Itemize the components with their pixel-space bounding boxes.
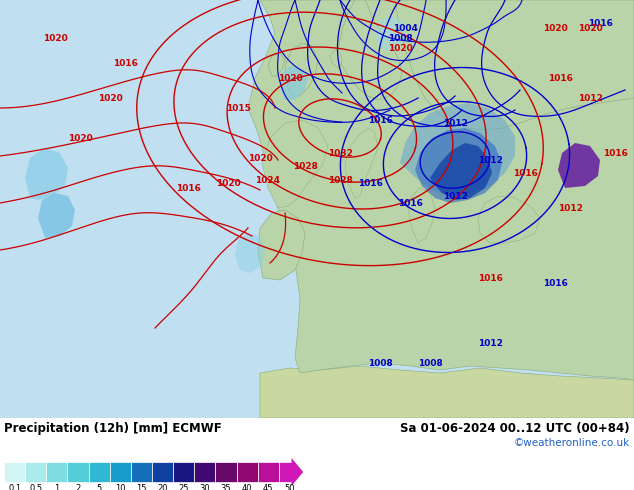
Bar xyxy=(110,462,131,482)
Text: 1012: 1012 xyxy=(477,339,502,347)
Text: 0.1: 0.1 xyxy=(8,484,21,490)
Text: 1012: 1012 xyxy=(578,94,602,102)
Bar xyxy=(46,462,67,482)
Text: 5: 5 xyxy=(96,484,102,490)
Text: 30: 30 xyxy=(200,484,210,490)
Text: 50: 50 xyxy=(284,484,295,490)
Text: 1012: 1012 xyxy=(477,155,502,165)
Text: 1016: 1016 xyxy=(176,183,200,193)
Text: ©weatheronline.co.uk: ©weatheronline.co.uk xyxy=(514,438,630,448)
FancyArrow shape xyxy=(292,458,303,486)
Polygon shape xyxy=(285,43,318,96)
Text: 1016: 1016 xyxy=(477,273,502,283)
Text: 40: 40 xyxy=(242,484,252,490)
Polygon shape xyxy=(400,103,515,196)
Text: 1020: 1020 xyxy=(578,24,602,32)
Text: 1016: 1016 xyxy=(602,148,628,157)
Bar xyxy=(4,462,25,482)
Polygon shape xyxy=(25,148,68,200)
Bar xyxy=(173,462,194,482)
Text: 1008: 1008 xyxy=(368,359,392,368)
Text: 1012: 1012 xyxy=(443,192,467,200)
Text: 1020: 1020 xyxy=(42,33,67,43)
Polygon shape xyxy=(330,50,342,68)
Text: 45: 45 xyxy=(263,484,273,490)
Text: 25: 25 xyxy=(178,484,189,490)
Polygon shape xyxy=(258,210,305,280)
Polygon shape xyxy=(478,196,540,243)
Bar xyxy=(279,462,292,482)
Text: 1015: 1015 xyxy=(226,103,250,113)
Polygon shape xyxy=(430,143,492,200)
Text: 1016: 1016 xyxy=(588,19,612,27)
Polygon shape xyxy=(262,120,328,208)
Text: 1016: 1016 xyxy=(398,198,422,207)
Bar xyxy=(216,462,236,482)
Text: 1028: 1028 xyxy=(292,162,318,171)
Text: 1012: 1012 xyxy=(557,203,583,213)
Polygon shape xyxy=(395,0,634,130)
Text: 1008: 1008 xyxy=(418,359,443,368)
Text: 1016: 1016 xyxy=(368,116,392,124)
Polygon shape xyxy=(345,128,378,198)
Text: 15: 15 xyxy=(136,484,146,490)
Bar xyxy=(25,462,46,482)
Text: 1016: 1016 xyxy=(512,169,538,177)
Polygon shape xyxy=(558,143,600,188)
Text: 1020: 1020 xyxy=(543,24,567,32)
Polygon shape xyxy=(280,66,308,100)
Text: 1020: 1020 xyxy=(98,94,122,102)
Polygon shape xyxy=(38,193,75,238)
Text: 1020: 1020 xyxy=(248,153,273,163)
Text: 1004: 1004 xyxy=(392,24,417,32)
Text: 2: 2 xyxy=(75,484,81,490)
Text: 0.5: 0.5 xyxy=(29,484,42,490)
Text: 1020: 1020 xyxy=(68,133,93,143)
Bar xyxy=(131,462,152,482)
Text: 35: 35 xyxy=(221,484,231,490)
Polygon shape xyxy=(408,188,435,243)
Text: Precipitation (12h) [mm] ECMWF: Precipitation (12h) [mm] ECMWF xyxy=(4,422,222,435)
Text: 1032: 1032 xyxy=(328,148,353,157)
Text: 20: 20 xyxy=(157,484,168,490)
Text: 1: 1 xyxy=(55,484,60,490)
Bar xyxy=(236,462,257,482)
Polygon shape xyxy=(375,16,405,52)
Bar xyxy=(257,462,279,482)
Polygon shape xyxy=(248,0,634,380)
Polygon shape xyxy=(338,0,402,100)
Text: 1020: 1020 xyxy=(216,178,240,188)
Text: 10: 10 xyxy=(115,484,126,490)
Text: 1012: 1012 xyxy=(443,119,467,127)
Bar xyxy=(194,462,216,482)
Text: Sa 01-06-2024 00..12 UTC (00+84): Sa 01-06-2024 00..12 UTC (00+84) xyxy=(401,422,630,435)
Text: 1028: 1028 xyxy=(328,175,353,185)
Polygon shape xyxy=(260,366,634,418)
Polygon shape xyxy=(235,233,265,273)
Text: 1020: 1020 xyxy=(387,44,412,52)
Polygon shape xyxy=(415,128,502,203)
Text: 1020: 1020 xyxy=(278,74,302,82)
Bar xyxy=(152,462,173,482)
Polygon shape xyxy=(268,53,285,76)
Bar xyxy=(67,462,89,482)
Text: 1016: 1016 xyxy=(113,58,138,68)
Text: 1008: 1008 xyxy=(387,33,412,43)
Text: 1016: 1016 xyxy=(548,74,573,82)
Text: 1024: 1024 xyxy=(256,175,280,185)
Bar xyxy=(89,462,110,482)
Text: 1016: 1016 xyxy=(543,278,567,288)
Text: 1016: 1016 xyxy=(358,178,382,188)
